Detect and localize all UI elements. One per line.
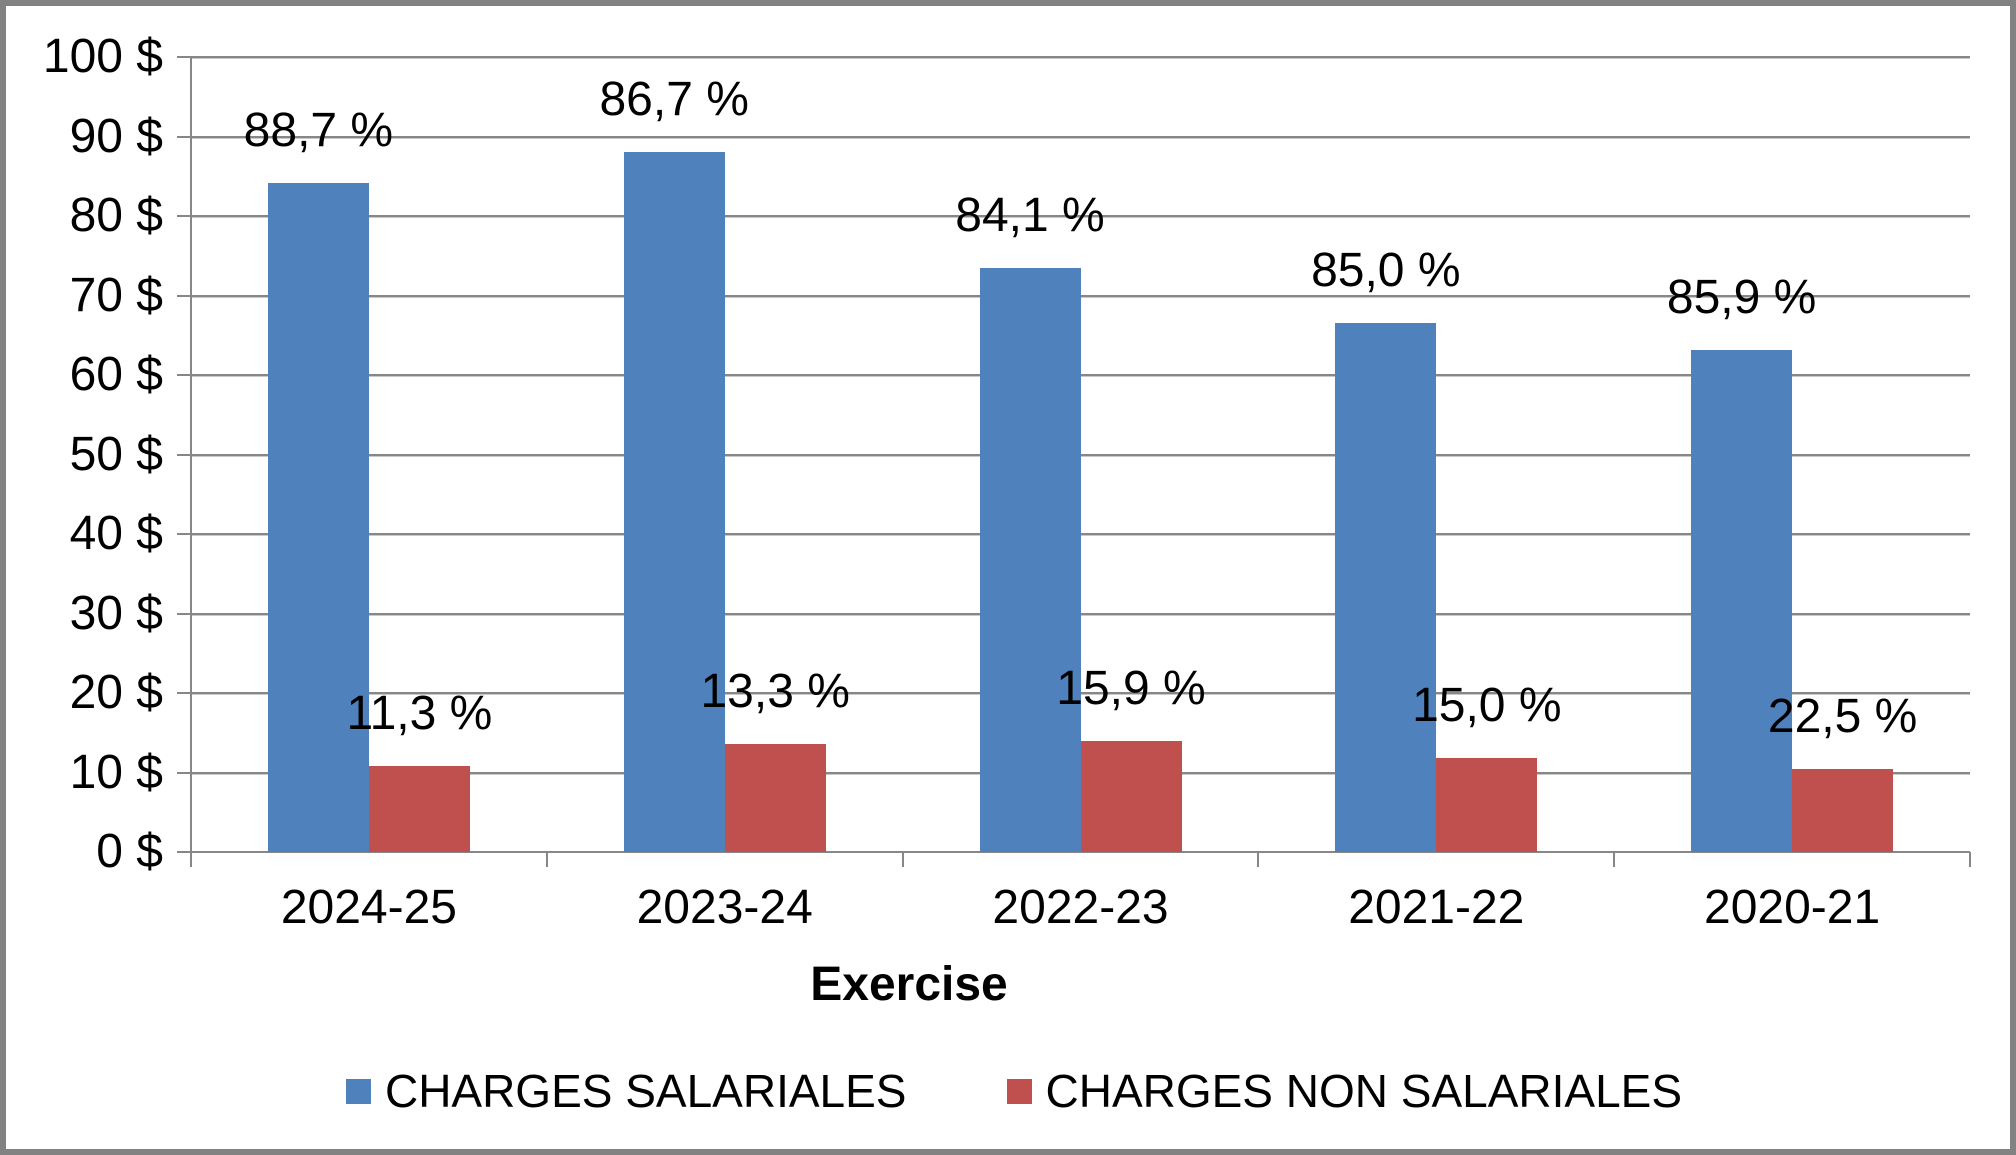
gridline [191, 215, 1970, 217]
data-label-charges-salariales-2022-23: 84,1 % [955, 188, 1105, 242]
x-axis-category-label: 2021-22 [1348, 881, 1525, 934]
x-axis-category-label: 2020-21 [1704, 881, 1881, 934]
gridline [191, 612, 1970, 615]
gridline [191, 135, 1970, 138]
bar-charges-non-salariales-2022-23 [1080, 740, 1182, 852]
bar-charges-salariales-2022-23 [979, 267, 1081, 852]
x-axis-category-label: 2024-25 [280, 881, 457, 934]
bar-charges-salariales-2024-25 [267, 182, 369, 852]
x-axis-line [177, 851, 1970, 853]
x-axis-category-label: 2022-23 [992, 881, 1169, 934]
y-axis-tick [177, 374, 191, 376]
y-axis-line [190, 57, 192, 867]
legend-item-charges-salariales: CHARGES SALARIALES [345, 1065, 907, 1117]
bar-charges-salariales-2020-21 [1691, 349, 1793, 852]
y-axis-tick [177, 533, 191, 535]
data-label-charges-non-salariales-2021-22: 15,0 % [1412, 679, 1562, 733]
data-label-charges-salariales-2023-24: 86,7 % [599, 72, 749, 126]
x-axis-title: Exercise [810, 958, 1008, 1011]
x-axis-tick [545, 852, 548, 867]
y-axis-tick-label: 0 $ [96, 825, 163, 878]
y-axis-tick-label: 40 $ [69, 507, 163, 560]
y-axis-tick [177, 453, 191, 456]
bar-charges-non-salariales-2023-24 [724, 743, 826, 852]
y-axis-tick-label: 70 $ [69, 268, 163, 322]
bar-charges-salariales-2023-24 [623, 151, 725, 852]
data-label-charges-non-salariales-2020-21: 22,5 % [1767, 690, 1918, 744]
bar-charges-salariales-2021-22 [1335, 322, 1437, 852]
data-label-charges-salariales-2020-21: 85,9 % [1666, 270, 1817, 324]
gridline [191, 692, 1970, 694]
data-label-charges-salariales-2024-25: 88,7 % [243, 103, 394, 157]
legend-label-charges-non-salariales: CHARGES NON SALARIALES [1045, 1065, 1683, 1117]
gridline [191, 56, 1970, 58]
x-axis-tick [1613, 852, 1616, 867]
gridline [191, 374, 1970, 376]
data-label-charges-salariales-2021-22: 85,0 % [1311, 243, 1461, 297]
y-axis-tick-label: 10 $ [69, 745, 163, 799]
y-axis-tick [177, 692, 191, 694]
y-axis-tick [177, 294, 191, 297]
y-axis-tick [177, 612, 191, 615]
bar-charges-non-salariales-2021-22 [1436, 758, 1538, 852]
bar-charges-non-salariales-2020-21 [1792, 769, 1894, 852]
y-axis-tick [177, 56, 191, 58]
x-axis-tick [901, 852, 904, 867]
y-axis-tick-label: 90 $ [69, 109, 163, 163]
legend-label-charges-salariales: CHARGES SALARIALES [384, 1065, 907, 1117]
data-label-charges-non-salariales-2024-25: 11,3 % [346, 687, 493, 741]
y-axis-tick-label: 80 $ [69, 189, 163, 242]
legend-swatch-red-icon [1006, 1078, 1032, 1104]
y-axis-tick-label: 30 $ [69, 586, 163, 640]
gridline [191, 533, 1970, 535]
data-label-charges-non-salariales-2023-24: 13,3 % [700, 664, 850, 718]
bar-charges-non-salariales-2024-25 [368, 766, 470, 852]
y-axis-tick-label: 50 $ [69, 427, 163, 481]
legend-item-charges-non-salariales: CHARGES NON SALARIALES [1006, 1065, 1683, 1117]
gridline [191, 294, 1970, 297]
legend: CHARGES SALARIALES CHARGES NON SALARIALE… [6, 1065, 2010, 1117]
data-label-charges-non-salariales-2022-23: 15,9 % [1056, 661, 1206, 715]
y-axis-tick-label: 20 $ [69, 666, 163, 719]
y-axis-tick [177, 215, 191, 217]
x-axis-category-label: 2023-24 [636, 881, 813, 934]
x-axis-tick [1257, 852, 1260, 867]
legend-swatch-blue-icon [345, 1078, 371, 1104]
y-axis-tick [177, 135, 191, 138]
x-axis-tick [1969, 852, 1971, 867]
y-axis-tick-label: 100 $ [42, 30, 163, 83]
y-axis-tick [177, 771, 191, 774]
gridline [191, 453, 1970, 456]
x-axis-tick [190, 852, 192, 867]
y-axis-tick-label: 60 $ [69, 348, 163, 401]
